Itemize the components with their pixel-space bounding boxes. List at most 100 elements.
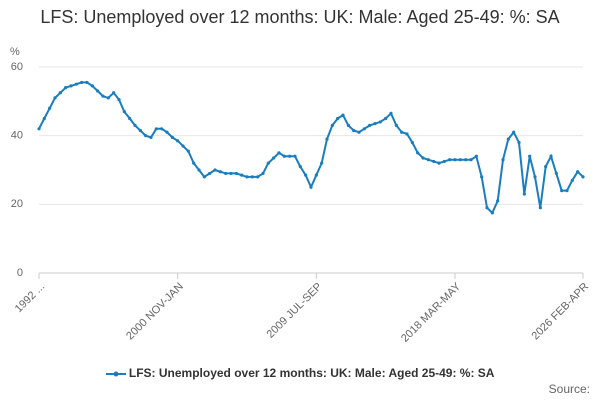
data-point — [512, 130, 516, 134]
data-point — [544, 164, 548, 169]
data-point — [144, 134, 148, 138]
data-point — [261, 171, 265, 176]
y-axis-label: % — [10, 46, 20, 58]
legend[interactable]: LFS: Unemployed over 12 months: UK: Male… — [0, 366, 600, 380]
data-point — [421, 156, 425, 160]
data-point — [357, 130, 361, 134]
data-point — [213, 168, 217, 172]
data-point — [522, 192, 526, 196]
data-point — [282, 154, 286, 158]
data-point — [106, 96, 110, 100]
data-point — [501, 158, 505, 162]
data-point — [256, 175, 260, 179]
data-point — [320, 161, 324, 165]
data-point — [405, 132, 409, 136]
data-point — [250, 175, 254, 179]
data-point — [517, 140, 521, 145]
data-point — [37, 127, 41, 131]
data-point — [240, 173, 244, 177]
data-point — [48, 106, 52, 110]
data-point — [176, 139, 180, 143]
data-point — [229, 171, 233, 176]
data-point — [128, 116, 132, 121]
data-point — [117, 98, 121, 102]
x-tick-label: 2026 FEB-APR — [530, 281, 592, 343]
data-point — [90, 84, 94, 88]
data-point — [101, 94, 105, 98]
data-point — [288, 154, 292, 158]
data-point — [149, 135, 153, 139]
data-point — [197, 168, 201, 172]
data-point — [80, 80, 84, 85]
data-point — [154, 127, 158, 131]
y-tick-label: 40 — [11, 130, 23, 142]
y-tick-label: 0 — [17, 267, 23, 279]
data-point — [389, 111, 393, 115]
data-point — [266, 161, 270, 165]
x-tick-label: 1992 ... — [13, 281, 47, 315]
data-point — [272, 156, 276, 160]
legend-label: LFS: Unemployed over 12 months: UK: Male… — [128, 366, 495, 380]
data-point — [218, 170, 222, 174]
data-point — [458, 158, 462, 162]
data-point — [474, 154, 478, 158]
data-point — [362, 127, 366, 131]
data-point — [384, 116, 388, 121]
data-point — [133, 123, 137, 127]
data-point — [528, 154, 532, 158]
x-tick-label: 2000 NOV-JAN — [124, 281, 186, 343]
data-point — [576, 170, 580, 174]
data-point — [410, 140, 414, 145]
data-point — [85, 80, 89, 85]
data-point — [245, 175, 249, 179]
data-point — [58, 91, 62, 95]
data-point — [549, 154, 553, 158]
data-point — [426, 158, 430, 162]
data-point — [373, 122, 377, 126]
source: Source: — [548, 382, 590, 396]
data-point — [112, 91, 116, 95]
data-point — [336, 116, 340, 121]
data-point — [485, 206, 489, 210]
data-point — [138, 128, 142, 133]
data-point — [96, 89, 100, 93]
data-point — [554, 171, 558, 176]
data-point — [442, 159, 446, 164]
data-point — [74, 82, 78, 86]
data-point — [293, 154, 297, 158]
series-line — [38, 81, 584, 215]
data-point — [298, 164, 302, 169]
data-point — [304, 173, 308, 177]
data-point — [448, 158, 452, 162]
data-point — [378, 120, 382, 124]
x-tick-label: 2009 JUL-SEP — [265, 281, 325, 341]
data-point — [565, 189, 569, 193]
data-point — [53, 96, 57, 100]
data-point — [192, 161, 196, 165]
data-point — [64, 86, 68, 90]
data-point — [538, 206, 542, 210]
data-point — [496, 199, 500, 203]
data-point — [309, 185, 313, 189]
data-point — [416, 151, 420, 155]
data-point — [400, 130, 404, 134]
data-point — [122, 110, 126, 114]
data-point — [165, 130, 169, 134]
data-point — [480, 175, 484, 179]
data-point — [314, 173, 318, 177]
data-point — [341, 113, 345, 117]
y-tick-label: 60 — [11, 61, 23, 73]
data-point — [464, 158, 468, 162]
data-point — [368, 123, 372, 127]
data-point — [42, 116, 46, 121]
data-point — [170, 135, 174, 139]
data-point — [533, 175, 537, 179]
data-point — [453, 158, 457, 162]
data-point — [560, 189, 564, 193]
data-point — [160, 127, 164, 131]
x-tick-label: 2018 MAR-MAY — [399, 280, 464, 345]
data-point — [234, 171, 238, 176]
data-point — [208, 171, 212, 176]
